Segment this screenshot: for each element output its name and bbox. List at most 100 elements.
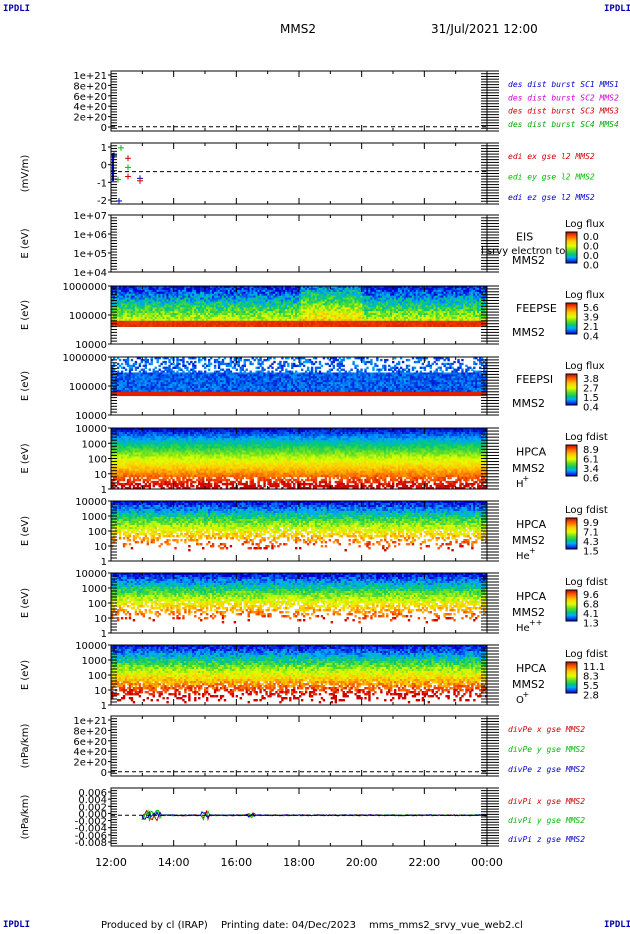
heatmap-cell [192,293,195,297]
heatmap-cell [154,384,157,387]
heatmap-cell [481,315,484,318]
heatmap-cell [322,324,326,327]
heatmap-cell [269,318,272,322]
heatmap-cell [360,311,363,314]
heatmap-cell [192,295,195,298]
heatmap-cell [328,301,332,304]
heatmap-cell [162,287,165,291]
heatmap-cell [372,324,375,327]
heatmap-cell [370,289,373,293]
heatmap-cell [184,311,187,314]
heatmap-cell [144,295,148,298]
heatmap-cell [150,324,153,327]
heatmap-cell [122,303,126,306]
heatmap-cell [128,289,132,293]
heatmap-cell [225,316,229,320]
heatmap-cell [243,315,246,318]
heatmap-cell [130,386,134,389]
heatmap-cell [320,324,324,327]
heatmap-cell [166,287,169,291]
heatmap-cell [170,307,173,310]
heatmap-cell [340,316,343,320]
heatmap-cell [192,297,195,300]
heatmap-cell [364,318,367,322]
heatmap-cell [188,324,191,327]
heatmap-cell [265,286,268,289]
heatmap-cell [225,287,229,291]
heatmap-cell [453,293,456,297]
heatmap-cell [126,374,130,377]
heatmap-cell [154,313,157,316]
spacecraft-label: MMS2 [512,254,545,267]
heatmap-cell [148,286,151,289]
heatmap-cell [223,297,227,300]
heatmap-cell [362,315,365,318]
heatmap-cell [180,295,183,298]
heatmap-cell [120,378,124,381]
heatmap-cell [217,293,221,297]
heatmap-cell [399,307,403,310]
heatmap-cell [186,315,189,318]
heatmap-cell [235,318,239,322]
heatmap-cell [134,311,138,314]
heatmap-cell [358,309,361,312]
heatmap-cell [156,357,159,360]
heatmap-cell [411,307,415,310]
heatmap-cell [413,286,417,289]
heatmap-cell [221,315,225,318]
heatmap-cell [350,297,353,300]
heatmap-cell [168,316,171,320]
heatmap-cell [118,307,122,310]
heatmap-cell [118,387,122,391]
heatmap-cell [376,303,379,306]
heatmap-cell [287,307,290,310]
heatmap-cell [120,366,124,369]
heatmap-cell [184,324,187,327]
heatmap-cell [293,316,296,320]
heatmap-cell [229,324,233,327]
heatmap-cell [346,324,349,327]
heatmap-cell [225,320,229,324]
heatmap-cell [320,316,324,320]
heatmap-cell [362,299,365,302]
heatmap-cell [247,309,250,312]
heatmap-cell [120,380,124,383]
heatmap-cell [227,305,231,308]
heatmap-cell [314,295,318,298]
heatmap-cell [332,289,336,293]
heatmap-cell [318,322,322,326]
heatmap-cell [435,318,438,322]
heatmap-cell [459,322,462,326]
heatmap-cell [314,318,318,322]
heatmap-cell [241,291,244,295]
heatmap-cell [334,295,337,298]
heatmap-cell [134,303,138,306]
heatmap-cell [388,303,391,306]
heatmap-cell [207,320,211,324]
heatmap-cell [140,287,144,291]
heatmap-cell [154,380,157,383]
heatmap-cell [136,387,140,391]
heatmap-cell [188,311,191,314]
heatmap-cell [405,311,409,314]
heatmap-cell [372,291,375,295]
heatmap-cell [330,307,334,310]
heatmap-cell [217,291,221,295]
heatmap-cell [146,311,149,314]
heatmap-cell [308,297,312,300]
heatmap-cell [328,309,332,312]
heatmap-cell [257,293,260,297]
heatmap-cell [316,295,320,298]
heatmap-cell [176,289,179,293]
heatmap-cell [352,320,355,324]
heatmap-cell [174,313,177,316]
heatmap-cell [397,299,401,302]
heatmap-cell [447,295,450,298]
heatmap-cell [354,316,357,320]
heatmap-cell [205,293,209,297]
heatmap-cell [459,313,462,316]
heatmap-cell [348,309,351,312]
heatmap-cell [352,313,355,316]
heatmap-cell [122,391,126,395]
heatmap-cell [417,324,421,327]
